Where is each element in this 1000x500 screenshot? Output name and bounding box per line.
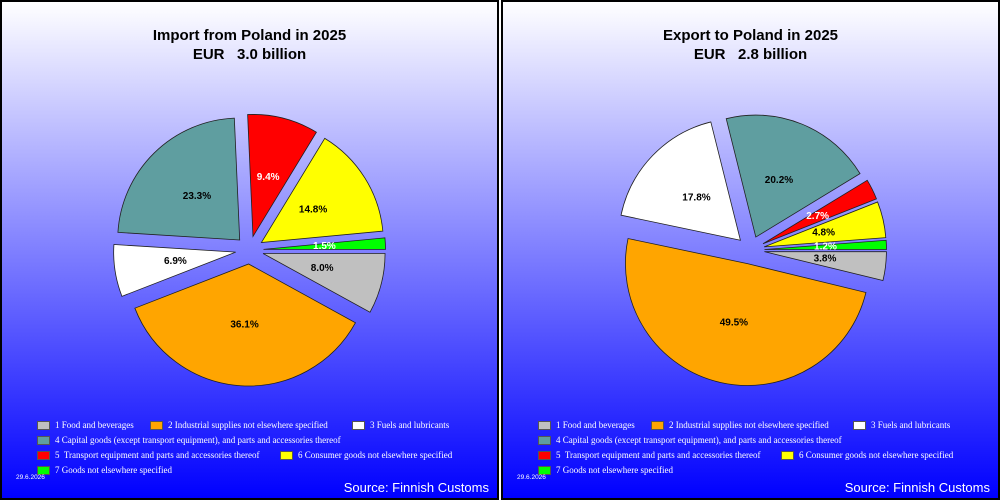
legend-label-1: 1 Food and beverages (55, 420, 134, 430)
pie-slice-7 (764, 239, 887, 250)
data-label-4: 23.3% (183, 191, 211, 202)
pie-slice-2 (625, 238, 867, 386)
source-note: Source: Finnish Customs (343, 480, 489, 495)
legend-swatch-2 (150, 420, 163, 430)
legend-swatch-2 (651, 420, 664, 430)
data-label-5: 2.7% (806, 211, 829, 222)
legend-label-2: 2 Industrial supplies not elsewhere spec… (168, 420, 328, 430)
data-label-2: 36.1% (230, 319, 258, 330)
legend-swatch-4 (538, 435, 551, 445)
legend-item-6: 6 Consumer goods not elsewhere specified (280, 449, 452, 461)
pie-slice-4 (117, 117, 241, 241)
pie-slice-4 (725, 114, 861, 238)
legend-label-5: 5 Transport equipment and parts and acce… (55, 450, 260, 460)
legend-item-4: 4 Capital goods (except transport equipm… (37, 434, 341, 446)
data-label-3: 17.8% (682, 192, 710, 203)
legend-item-1: 1 Food and beverages (37, 419, 134, 431)
data-label-7: 1.5% (313, 241, 336, 252)
pie-slice-3 (113, 244, 236, 297)
legend-item-7: 7 Goods not elsewhere specified (538, 464, 673, 476)
legend-swatch-5 (538, 450, 551, 460)
legend-item-4: 4 Capital goods (except transport equipm… (538, 434, 842, 446)
legend-swatch-7 (37, 465, 50, 475)
legend-swatch-1 (37, 420, 50, 430)
legend-swatch-4 (37, 435, 50, 445)
pie-slice-6 (260, 137, 384, 244)
import-chart-panel: Import from Poland in 2025 EUR 3.0 billi… (0, 0, 499, 500)
data-label-2: 49.5% (720, 318, 748, 329)
pie-slice-2 (134, 263, 357, 387)
legend-item-3: 3 Fuels and lubricants (853, 419, 950, 431)
chart-title: Export to Poland in 2025 (662, 27, 839, 44)
legend-label-6: 6 Consumer goods not elsewhere specified (799, 450, 954, 460)
export-pie-chart: 3.8% 49.5% 17.8% 20.2% 2.7% 4.8% 1.2% (620, 114, 887, 386)
legend-label-4: 4 Capital goods (except transport equipm… (55, 435, 341, 445)
import-legend: 1 Food and beverages 2 Industrial supplie… (2, 419, 497, 479)
legend-label-7: 7 Goods not elsewhere specified (556, 465, 673, 475)
export-legend: 1 Food and beverages 2 Industrial supplie… (503, 419, 998, 479)
export-chart-panel: Export to Poland in 2025 EUR 2.8 billion… (501, 0, 1000, 500)
pie-slice-6 (763, 201, 887, 248)
legend-item-3: 3 Fuels and lubricants (352, 419, 449, 431)
chart-subtitle: EUR 2.8 billion (693, 46, 808, 63)
legend-label-1: 1 Food and beverages (556, 420, 635, 430)
chart-subtitle: EUR 3.0 billion (192, 46, 307, 63)
import-pie-chart: 8.0% 36.1% 6.9% 23.3% 9.4% 14.8% 1.5% (113, 114, 386, 387)
data-label-6: 14.8% (299, 205, 327, 216)
pie-slice-3 (620, 121, 741, 241)
legend-swatch-3 (853, 420, 866, 430)
legend-label-6: 6 Consumer goods not elsewhere specified (298, 450, 453, 460)
legend-label-5: 5 Transport equipment and parts and acce… (556, 450, 761, 460)
data-label-4: 20.2% (765, 175, 793, 186)
legend-item-2: 2 Industrial supplies not elsewhere spec… (651, 419, 829, 431)
pie-slice-5 (762, 179, 877, 245)
legend-swatch-6 (280, 450, 293, 460)
pie-slice-7 (263, 237, 386, 250)
legend-item-1: 1 Food and beverages (538, 419, 635, 431)
legend-swatch-7 (538, 465, 551, 475)
legend-swatch-6 (781, 450, 794, 460)
data-label-1: 8.0% (311, 263, 334, 274)
legend-label-4: 4 Capital goods (except transport equipm… (556, 435, 842, 445)
pie-slice-1 (262, 253, 386, 313)
data-label-1: 3.8% (814, 253, 837, 264)
data-label-3: 6.9% (164, 256, 187, 267)
source-note: Source: Finnish Customs (844, 480, 990, 495)
data-label-6: 4.8% (812, 228, 835, 239)
legend-swatch-3 (352, 420, 365, 430)
legend-item-5: 5 Transport equipment and parts and acce… (538, 449, 760, 461)
legend-label-7: 7 Goods not elsewhere specified (55, 465, 172, 475)
date-stamp: 29.6.2026 (16, 474, 45, 481)
legend-label-3: 3 Fuels and lubricants (871, 420, 951, 430)
chart-title: Import from Poland in 2025 (152, 27, 347, 44)
legend-item-6: 6 Consumer goods not elsewhere specified (781, 449, 953, 461)
data-label-7: 1.2% (814, 242, 837, 253)
pie-slice-5 (247, 114, 317, 238)
legend-label-2: 2 Industrial supplies not elsewhere spec… (669, 420, 829, 430)
legend-item-5: 5 Transport equipment and parts and acce… (37, 449, 259, 461)
legend-item-2: 2 Industrial supplies not elsewhere spec… (150, 419, 328, 431)
legend-swatch-1 (538, 420, 551, 430)
legend-swatch-5 (37, 450, 50, 460)
legend-item-7: 7 Goods not elsewhere specified (37, 464, 172, 476)
pie-slice-1 (764, 251, 887, 282)
data-label-5: 9.4% (257, 172, 280, 183)
legend-label-3: 3 Fuels and lubricants (370, 420, 450, 430)
date-stamp: 29.6.2026 (517, 474, 546, 481)
